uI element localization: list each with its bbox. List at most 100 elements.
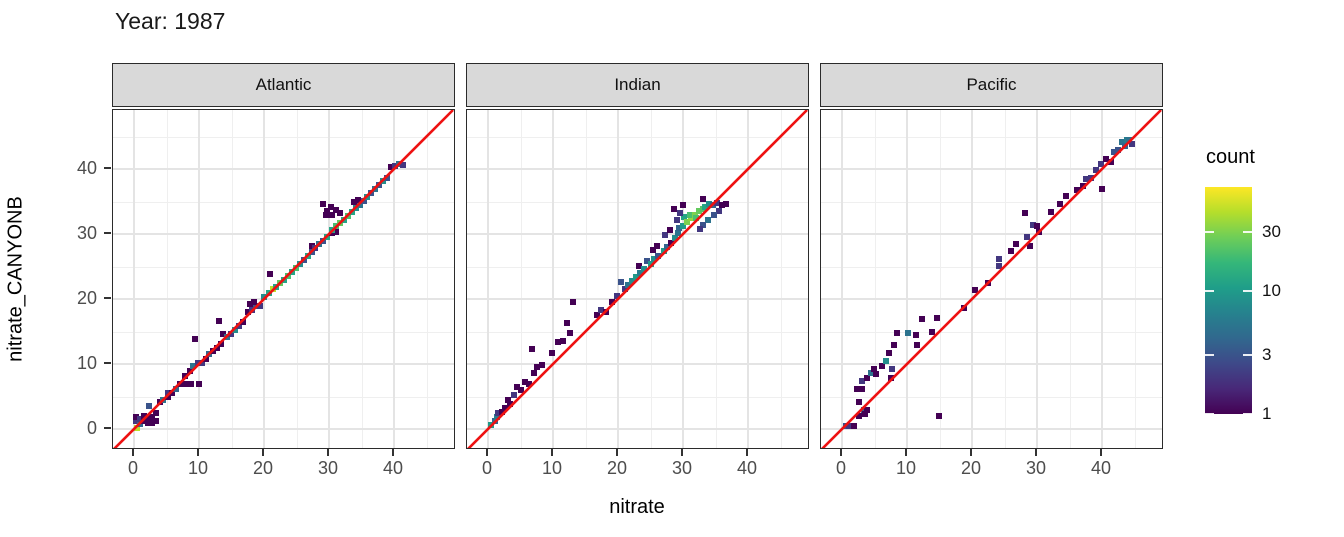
bin [641,266,647,273]
bin [699,221,706,228]
gridline-major [906,110,908,448]
gridline-major [263,110,265,448]
bin [528,346,535,353]
bin [1083,176,1090,183]
legend-tick [1205,413,1214,415]
y-axis-tick-label: 10 [76,353,97,373]
x-axis-tick-label: 40 [382,458,404,478]
x-axis-tick-label: 30 [1025,458,1047,478]
bin [351,199,358,206]
bin [711,211,718,218]
x-axis-tick [1035,449,1037,456]
bin [184,381,191,388]
bin [673,216,680,223]
bin [625,281,632,288]
bin [696,225,703,232]
bin [850,423,857,430]
bin [598,307,605,314]
bin [846,423,853,430]
bin [555,338,562,345]
bin [854,386,860,393]
bin [972,286,979,293]
bin [188,381,195,388]
bin [133,425,140,432]
gridline-minor [113,331,454,333]
bin [133,418,139,425]
bin [144,420,151,427]
x-axis-tick-label: 30 [317,458,339,478]
bin [914,341,921,348]
bin [633,273,640,280]
x-axis-tick-label: 30 [671,458,693,478]
bin [220,330,227,337]
gridline-major [487,110,489,448]
bin [257,302,264,309]
bin [867,369,874,376]
bin [498,409,505,416]
legend-tick [1243,413,1252,415]
bin [164,389,171,396]
gridline-major [467,363,808,365]
bin [522,378,529,385]
bin [194,359,201,366]
gridline-major [971,110,973,448]
bin [1128,140,1135,147]
y-axis-tick [104,362,111,364]
y-axis-tick [104,232,111,234]
bin [495,410,502,417]
gridline-major [467,233,808,235]
bin [859,377,866,384]
x-axis-tick [746,449,748,456]
y-axis-tick-label: 30 [76,223,97,243]
bin [152,417,159,424]
bin [337,209,344,216]
x-axis-tick-label: 10 [895,458,917,478]
bin [328,230,335,237]
bin [680,202,686,209]
gridline-major [328,110,330,448]
gridline-major [198,110,200,448]
gridline-major [113,428,454,430]
gridline-minor [426,110,428,448]
y-axis-tick-label: 20 [76,288,97,308]
gridline-minor [296,110,298,448]
bin [676,224,683,231]
bin [654,242,660,249]
bin [261,294,267,301]
legend-tick [1205,290,1214,292]
bin [566,329,573,336]
x-axis-tick [551,449,553,456]
gridline-minor [361,110,363,448]
bin [651,255,658,262]
gridline-major [821,168,1162,170]
gridline-minor [467,201,808,203]
bin [1114,146,1121,153]
gridline-minor [467,331,808,333]
facet-strip-pacific: Pacific [820,63,1163,107]
bin [383,175,390,182]
identity-line [113,110,454,448]
gridline-major [113,233,454,235]
y-axis-tick [104,167,111,169]
bin [664,244,671,250]
bin [686,211,693,218]
bin [1074,186,1081,193]
x-axis-title: nitrate [609,496,665,518]
bin [887,374,894,381]
bin [563,320,570,327]
bin [680,223,686,230]
bin [1034,223,1040,230]
y-axis-tick [104,297,111,299]
x-axis-tick-label: 40 [1090,458,1112,478]
bin [266,271,273,278]
bin [647,260,654,267]
x-axis-tick [262,449,264,456]
bin [617,278,624,285]
legend-tick [1205,231,1214,234]
bin [140,413,147,419]
identity-line [467,110,808,448]
gridline-minor [1004,110,1006,448]
gridline-minor [821,136,1162,138]
bin [862,411,869,418]
